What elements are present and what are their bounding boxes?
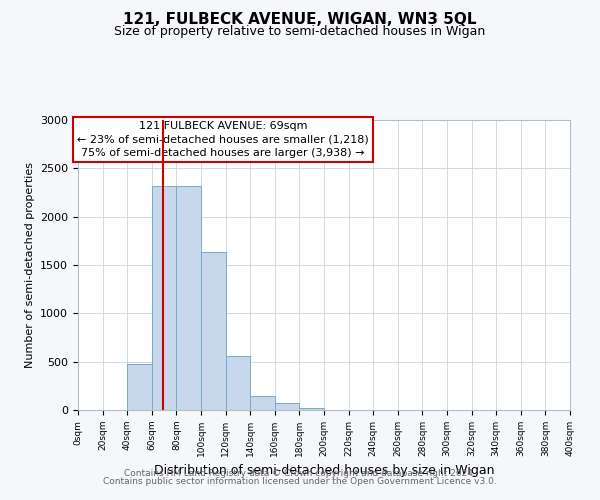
Bar (201, 252, 226, 410)
Bar (127, 364, 152, 410)
X-axis label: Distribution of semi-detached houses by size in Wigan: Distribution of semi-detached houses by … (154, 464, 494, 477)
Bar (250, 396, 275, 410)
Bar (275, 403, 299, 410)
Y-axis label: Number of semi-detached properties: Number of semi-detached properties (25, 162, 35, 368)
Bar (152, 186, 176, 410)
Bar (226, 356, 250, 410)
Bar (299, 408, 324, 410)
Text: 121, FULBECK AVENUE, WIGAN, WN3 5QL: 121, FULBECK AVENUE, WIGAN, WN3 5QL (123, 12, 477, 28)
Text: 121 FULBECK AVENUE: 69sqm
← 23% of semi-detached houses are smaller (1,218)
75% : 121 FULBECK AVENUE: 69sqm ← 23% of semi-… (77, 122, 369, 158)
Bar (176, 186, 201, 410)
Text: Contains public sector information licensed under the Open Government Licence v3: Contains public sector information licen… (103, 477, 497, 486)
Text: Size of property relative to semi-detached houses in Wigan: Size of property relative to semi-detach… (115, 25, 485, 38)
Text: Contains HM Land Registry data © Crown copyright and database right 2024.: Contains HM Land Registry data © Crown c… (124, 468, 476, 477)
